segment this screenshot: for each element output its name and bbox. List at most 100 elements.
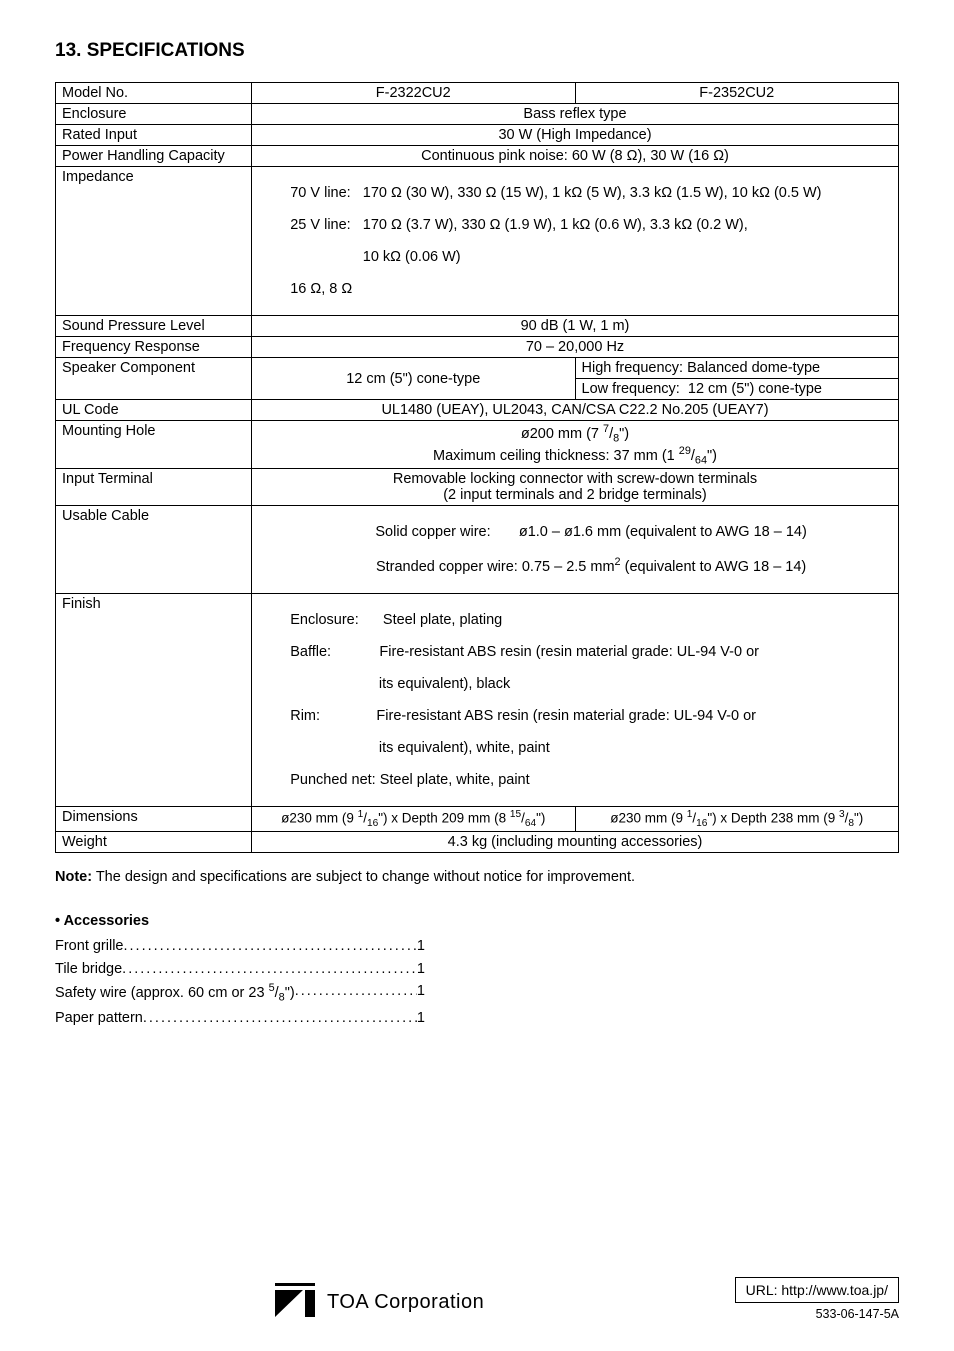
line: its equivalent), black bbox=[290, 676, 510, 692]
note-bold: Note: bbox=[55, 869, 92, 885]
line: Enclosure: Steel plate, plating bbox=[290, 612, 502, 628]
row-input-terminal: Input Terminal Removable locking connect… bbox=[56, 469, 899, 506]
label: Rated Input bbox=[56, 125, 252, 146]
label: Power Handling Capacity bbox=[56, 146, 252, 167]
label: UL Code bbox=[56, 400, 252, 421]
toa-logo-icon bbox=[275, 1283, 315, 1321]
logo: TOA Corporation bbox=[275, 1283, 484, 1321]
label: Frequency Response bbox=[56, 337, 252, 358]
frac-den: 64 bbox=[695, 454, 707, 466]
dots: ........................................… bbox=[143, 1007, 417, 1029]
row-dimensions: Dimensions ø230 mm (9 1/16") x Depth 209… bbox=[56, 807, 899, 832]
accessory-item: Front grille ...........................… bbox=[55, 935, 425, 957]
row-power-handling: Power Handling Capacity Continuous pink … bbox=[56, 146, 899, 167]
row-mounting-hole: Mounting Hole ø200 mm (7 7/8") Maximum c… bbox=[56, 421, 899, 469]
url-box: URL: http://www.toa.jp/ bbox=[735, 1277, 899, 1303]
row-ul-code: UL Code UL1480 (UEAY), UL2043, CAN/CSA C… bbox=[56, 400, 899, 421]
value: Enclosure: Steel plate, plating Baffle: … bbox=[252, 594, 899, 807]
value: ø200 mm (7 7/8") Maximum ceiling thickne… bbox=[252, 421, 899, 469]
dots: ........................................… bbox=[124, 935, 417, 957]
spec-table: Model No. F-2322CU2 F-2352CU2 Enclosure … bbox=[55, 82, 899, 853]
line: (2 input terminals and 2 bridge terminal… bbox=[443, 487, 707, 503]
accessories-title: • Accessories bbox=[55, 913, 899, 929]
value: UL1480 (UEAY), UL2043, CAN/CSA C22.2 No.… bbox=[252, 400, 899, 421]
text: ") x Depth 238 mm (9 bbox=[707, 811, 839, 826]
row-frequency-response: Frequency Response 70 – 20,000 Hz bbox=[56, 337, 899, 358]
accessory-name: Front grille bbox=[55, 935, 124, 957]
accessory-item: Tile bridge ............................… bbox=[55, 958, 425, 980]
value-right: F-2352CU2 bbox=[575, 83, 899, 104]
frac-den: 16 bbox=[367, 818, 378, 829]
text: ") bbox=[619, 426, 629, 442]
accessory-name: Tile bridge bbox=[55, 958, 122, 980]
value: Bass reflex type bbox=[252, 104, 899, 125]
line: Solid copper wire: ø1.0 – ø1.6 mm (equiv… bbox=[375, 524, 806, 540]
text: Maximum ceiling thickness: 37 mm (1 bbox=[433, 448, 679, 464]
value: 4.3 kg (including mounting accessories) bbox=[252, 832, 899, 853]
accessory-item: Paper pattern ..........................… bbox=[55, 1007, 425, 1029]
text: ") bbox=[854, 811, 863, 826]
line: 16 Ω, 8 Ω bbox=[290, 281, 352, 297]
text: Stranded copper wire: 0.75 – 2.5 mm bbox=[376, 559, 615, 575]
line: 25 V line: 170 Ω (3.7 W), 330 Ω (1.9 W),… bbox=[290, 217, 748, 233]
accessory-name: Safety wire (approx. 60 cm or 23 5/8") bbox=[55, 980, 295, 1007]
line: Punched net: Steel plate, white, paint bbox=[290, 772, 529, 788]
text: ø230 mm (9 bbox=[281, 811, 358, 826]
line: its equivalent), white, paint bbox=[290, 740, 550, 756]
value-right: ø230 mm (9 1/16") x Depth 238 mm (9 3/8"… bbox=[575, 807, 899, 832]
value-left: 12 cm (5") cone-type bbox=[252, 358, 576, 400]
frac-num: 3 bbox=[839, 809, 845, 820]
row-usable-cable: Usable Cable Solid copper wire: ø1.0 – ø… bbox=[56, 506, 899, 594]
value: 90 dB (1 W, 1 m) bbox=[252, 316, 899, 337]
frac-num: 1 bbox=[358, 809, 364, 820]
label: Impedance bbox=[56, 167, 252, 316]
value-right-line: Low frequency: 12 cm (5") cone-type bbox=[575, 379, 899, 400]
row-speaker-component: Speaker Component 12 cm (5") cone-type H… bbox=[56, 358, 899, 379]
line: Rim: Fire-resistant ABS resin (resin mat… bbox=[290, 708, 756, 724]
value-left: F-2322CU2 bbox=[252, 83, 576, 104]
label: Dimensions bbox=[56, 807, 252, 832]
label: Mounting Hole bbox=[56, 421, 252, 469]
note: Note: The design and specifications are … bbox=[55, 869, 899, 885]
accessory-qty: 1 bbox=[417, 958, 425, 980]
accessory-qty: 1 bbox=[417, 980, 425, 1007]
dots: ........................................… bbox=[295, 980, 417, 1007]
value: Removable locking connector with screw-d… bbox=[252, 469, 899, 506]
value: 70 – 20,000 Hz bbox=[252, 337, 899, 358]
row-rated-input: Rated Input 30 W (High Impedance) bbox=[56, 125, 899, 146]
label: Weight bbox=[56, 832, 252, 853]
frac-num: 15 bbox=[510, 809, 521, 820]
logo-text: TOA Corporation bbox=[327, 1291, 484, 1314]
value: 70 V line: 170 Ω (30 W), 330 Ω (15 W), 1… bbox=[252, 167, 899, 316]
label: Sound Pressure Level bbox=[56, 316, 252, 337]
label: Speaker Component bbox=[56, 358, 252, 400]
row-model-no: Model No. F-2322CU2 F-2352CU2 bbox=[56, 83, 899, 104]
text: (equivalent to AWG 18 – 14) bbox=[621, 559, 807, 575]
value: Solid copper wire: ø1.0 – ø1.6 mm (equiv… bbox=[252, 506, 899, 594]
label: Model No. bbox=[56, 83, 252, 104]
accessory-qty: 1 bbox=[417, 1007, 425, 1029]
section-title: 13. SPECIFICATIONS bbox=[55, 40, 899, 62]
doc-code: 533-06-147-5A bbox=[735, 1307, 899, 1321]
frac-num: 7 bbox=[603, 423, 609, 435]
line: Removable locking connector with screw-d… bbox=[393, 471, 757, 487]
text: ø200 mm (7 bbox=[521, 426, 603, 442]
value-right-line: High frequency: Balanced dome-type bbox=[575, 358, 899, 379]
row-enclosure: Enclosure Bass reflex type bbox=[56, 104, 899, 125]
label: Input Terminal bbox=[56, 469, 252, 506]
line: 70 V line: 170 Ω (30 W), 330 Ω (15 W), 1… bbox=[290, 185, 821, 201]
footer: TOA Corporation URL: http://www.toa.jp/ … bbox=[55, 1277, 899, 1321]
row-spl: Sound Pressure Level 90 dB (1 W, 1 m) bbox=[56, 316, 899, 337]
accessory-qty: 1 bbox=[417, 935, 425, 957]
frac-num: 29 bbox=[679, 445, 691, 457]
value: Continuous pink noise: 60 W (8 Ω), 30 W … bbox=[252, 146, 899, 167]
dots: ........................................… bbox=[122, 958, 417, 980]
text: ") bbox=[285, 985, 295, 1001]
row-impedance: Impedance 70 V line: 170 Ω (30 W), 330 Ω… bbox=[56, 167, 899, 316]
line: Baffle: Fire-resistant ABS resin (resin … bbox=[290, 644, 759, 660]
frac-num: 1 bbox=[687, 809, 693, 820]
text: ø230 mm (9 bbox=[610, 811, 687, 826]
accessories-list: Front grille ...........................… bbox=[55, 935, 899, 1029]
line: 10 kΩ (0.06 W) bbox=[290, 249, 460, 265]
accessory-name: Paper pattern bbox=[55, 1007, 143, 1029]
